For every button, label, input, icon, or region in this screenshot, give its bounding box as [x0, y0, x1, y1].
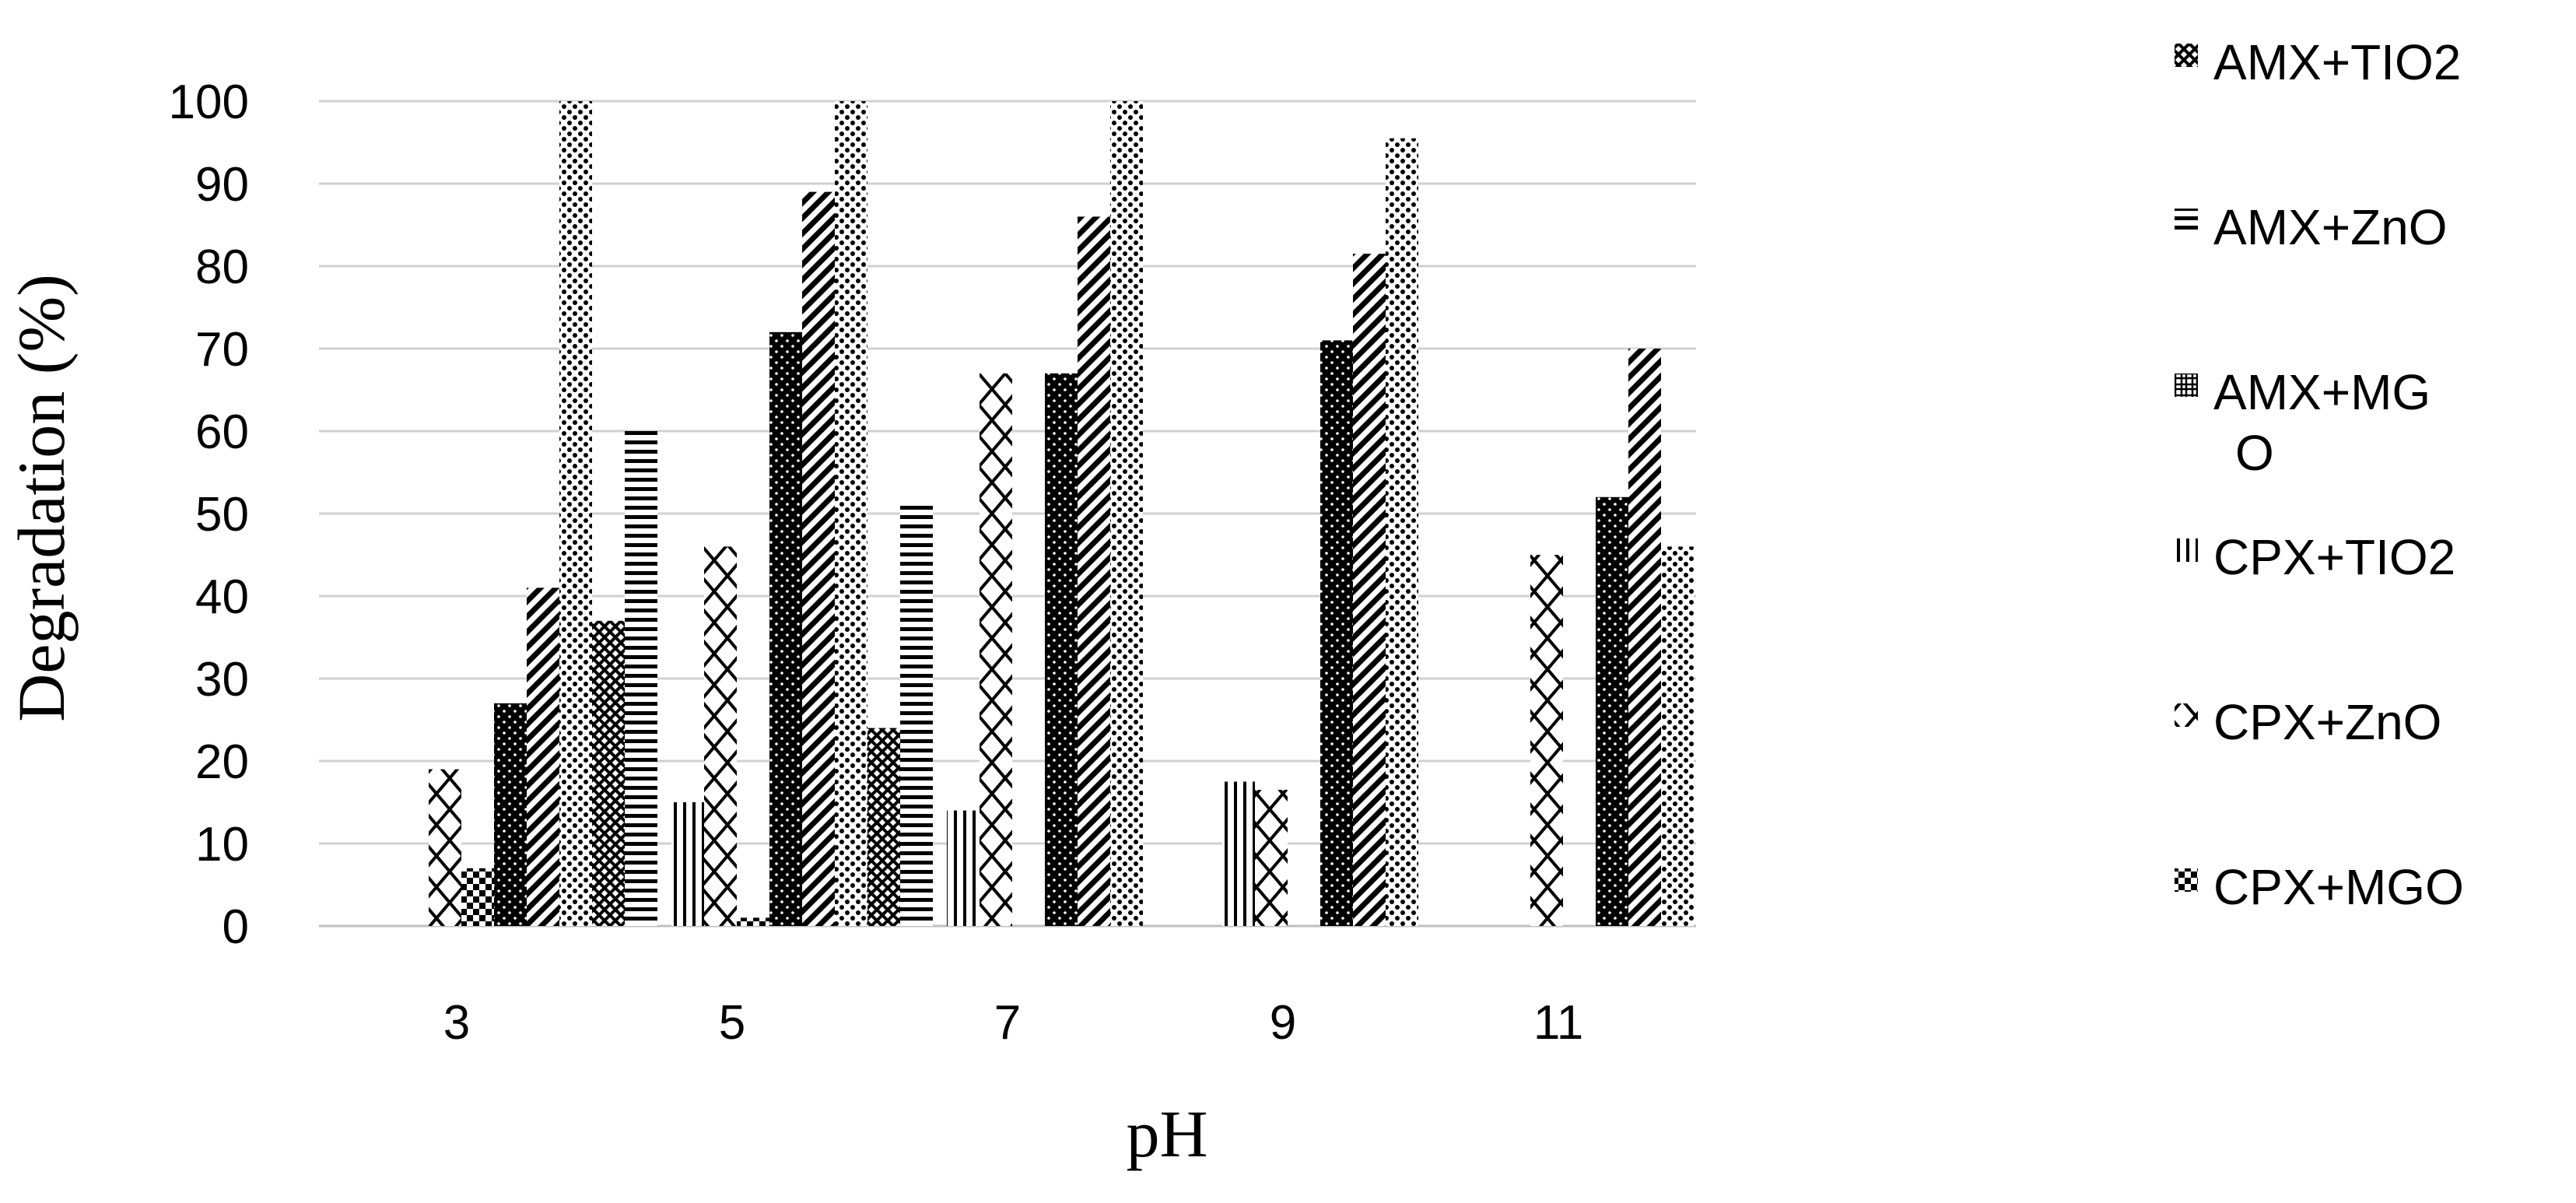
bar: [592, 620, 625, 926]
bar: [1255, 790, 1288, 926]
bar: [1386, 138, 1418, 926]
x-tick-label: 9: [1270, 996, 1296, 1050]
y-tick-label: 20: [195, 735, 249, 789]
legend-label: CPX+TIO2: [2213, 529, 2455, 585]
y-axis-ticks: 0 10 20 30 40 50 60 70 80 90 100: [169, 75, 249, 954]
legend-label: CPX+MGO: [2213, 859, 2464, 915]
bar: [494, 703, 527, 926]
legend-marker: [2175, 209, 2198, 232]
x-tick-label: 3: [443, 996, 470, 1050]
legend-marker: [2175, 538, 2198, 562]
bar: [1596, 496, 1628, 926]
x-tick-label: 11: [1533, 996, 1583, 1050]
bar: [1320, 340, 1353, 926]
legend-marker: [2175, 44, 2198, 67]
legend: AMX+TIO2 AMX+ZnO AMX+MGO CPX+TIO2 CPX+ZnO CPX…: [2175, 34, 2464, 915]
bar: [1045, 373, 1078, 926]
bar: [947, 810, 980, 926]
bar: [704, 546, 737, 926]
y-tick-label: 40: [195, 570, 249, 624]
x-axis-title: pH: [1126, 1096, 1207, 1171]
bar: [867, 728, 900, 926]
legend-label: AMX+ZnO: [2213, 199, 2448, 255]
x-axis-ticks: 3 5 7 9 11: [443, 996, 1583, 1050]
bar: [1661, 546, 1694, 926]
bar: [980, 373, 1012, 926]
y-tick-label: 80: [195, 240, 249, 294]
bar: [900, 505, 933, 926]
y-tick-label: 90: [195, 158, 249, 212]
y-tick-label: 0: [223, 900, 249, 954]
bar: [671, 802, 704, 926]
legend-marker: [2175, 374, 2198, 397]
legend-label-continued: O: [2235, 425, 2274, 481]
y-tick-label: 10: [195, 818, 249, 872]
bar: [461, 868, 494, 926]
bar: [559, 101, 592, 926]
bar: [1078, 216, 1110, 926]
legend-label: CPX+ZnO: [2213, 694, 2441, 750]
legend-label: AMX+MG: [2213, 364, 2431, 420]
bar-marks: [429, 101, 1694, 927]
x-tick-label: 7: [994, 996, 1021, 1050]
y-tick-label: 100: [169, 75, 249, 129]
y-tick-label: 70: [195, 323, 249, 377]
y-tick-label: 60: [195, 405, 249, 459]
y-axis-title: Degradation (%): [4, 274, 79, 721]
bar: [802, 191, 835, 927]
bar: [527, 587, 559, 926]
bar: [1353, 254, 1386, 927]
x-tick-label: 5: [719, 996, 745, 1050]
legend-marker: [2175, 703, 2198, 727]
legend-marker: [2175, 868, 2198, 892]
bar: [1222, 781, 1255, 926]
bar: [737, 917, 769, 926]
bar: [625, 431, 657, 926]
y-tick-label: 30: [195, 653, 249, 707]
bar: [835, 101, 867, 926]
bar: [1530, 555, 1563, 926]
legend-label: AMX+TIO2: [2213, 34, 2461, 90]
bar: [429, 769, 461, 926]
bar: [1110, 101, 1143, 926]
bar: [1628, 349, 1661, 926]
y-tick-label: 50: [195, 488, 249, 542]
bar: [769, 331, 802, 926]
